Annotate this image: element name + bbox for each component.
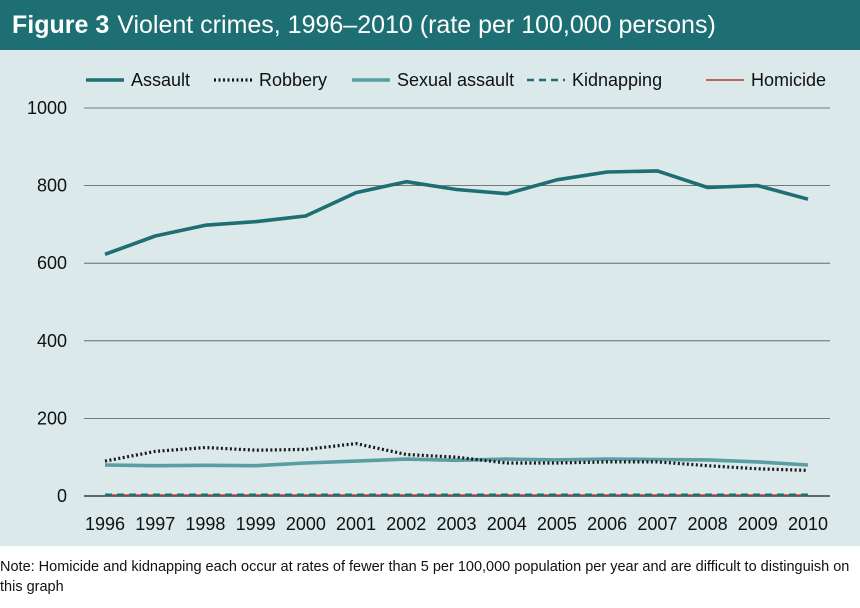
x-tick-label: 1998 [185,514,225,534]
legend-label: Homicide [751,70,826,90]
chart-panel: 0 200 400 600 800 1000 1996 1997 1998 1999 2000 200… [0,50,860,546]
x-tick-label: 2004 [487,514,527,534]
series-line-assault [104,169,809,256]
series-line-robbery [104,442,809,472]
x-tick-label: 2002 [386,514,426,534]
x-tick-label: 1997 [135,514,175,534]
x-tick-label: 2003 [436,514,476,534]
y-tick-label: 1000 [27,98,67,118]
y-tick-label: 800 [37,176,67,196]
figure-title-bar: Figure 3 Violent crimes, 1996–2010 (rate… [0,0,860,50]
x-tick-label: 2006 [587,514,627,534]
figure-label: Figure 3 [12,10,110,39]
x-tick-label: 2005 [537,514,577,534]
x-tick-label: 2010 [788,514,828,534]
x-tick-label: 2008 [688,514,728,534]
legend-label: Kidnapping [572,70,662,90]
line-chart: 0 200 400 600 800 1000 1996 1997 1998 1999 2000 200… [27,70,830,534]
y-tick-label: 200 [37,408,67,428]
y-tick-label: 600 [37,253,67,273]
x-tick-label: 2001 [336,514,376,534]
x-tick-label: 1999 [236,514,276,534]
legend-label: Assault [131,70,190,90]
x-tick-label: 2009 [738,514,778,534]
y-tick-label: 400 [37,331,67,351]
x-tick-label: 2000 [286,514,326,534]
series-line-sexual-assault [104,457,809,468]
x-tick-label: 2007 [637,514,677,534]
legend-label: Robbery [259,70,327,90]
figure-note: Note: Homicide and kidnapping each occur… [0,559,850,595]
y-tick-label: 0 [57,486,67,506]
legend-label: Sexual assault [397,70,514,90]
figure-title: Violent crimes, 1996–2010 (rate per 100,… [117,10,716,39]
x-tick-label: 1996 [85,514,125,534]
